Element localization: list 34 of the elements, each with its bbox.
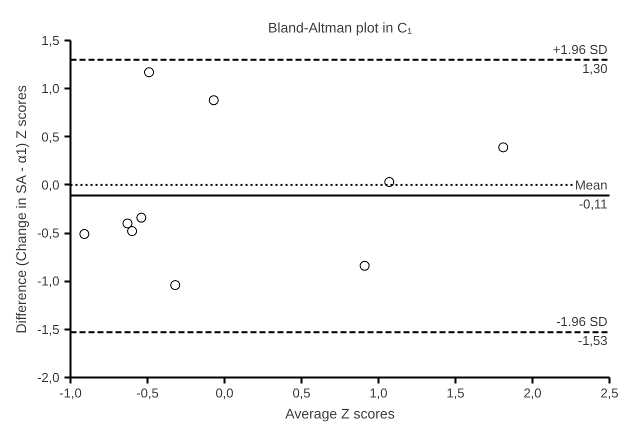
annotation: -0,11 — [578, 196, 608, 212]
annotation: 1,30 — [582, 60, 608, 76]
y-axis-title: Difference (Change in SA - α1) Z scores — [13, 85, 30, 334]
x-tick-label: -0,5 — [136, 386, 159, 400]
ref-line-label: Mean — [574, 178, 608, 193]
point — [136, 212, 146, 223]
point — [360, 260, 370, 271]
x-tick-label: 2,5 — [600, 386, 619, 400]
y-tick-label: -0,5 — [37, 226, 60, 241]
point — [79, 229, 90, 240]
ref-line-label: +1.96 SD — [552, 42, 608, 57]
point — [208, 95, 219, 106]
y-tick-label: 0,0 — [41, 177, 60, 192]
y-tick-label: -2,0 — [37, 370, 60, 385]
point — [122, 218, 132, 228]
x-tick-label: 1,0 — [369, 386, 388, 400]
x-tick-label: 1,5 — [446, 386, 465, 400]
y-tick-label: 1,5 — [41, 33, 60, 48]
ref-line-label: -1.96 SD — [556, 314, 608, 330]
x-tick-label: -1,0 — [59, 386, 82, 400]
point — [127, 226, 138, 236]
y-tick-label: -1,0 — [37, 274, 60, 289]
annotation: -1,53 — [578, 333, 608, 348]
x-tick-label: 2,0 — [523, 386, 542, 400]
x-tick-label: 0,0 — [215, 386, 234, 400]
x-tick-label: 0,5 — [292, 386, 311, 400]
y-tick-label: -1,5 — [37, 322, 60, 337]
point — [498, 142, 508, 152]
point — [170, 280, 180, 290]
chart-title: Bland-Altman plot in C₁ — [268, 20, 412, 36]
x-axis-title: Average Z scores — [285, 406, 395, 422]
y-tick-label: 0,5 — [41, 129, 60, 144]
y-tick-label: 1,0 — [41, 81, 60, 96]
point — [144, 67, 154, 78]
